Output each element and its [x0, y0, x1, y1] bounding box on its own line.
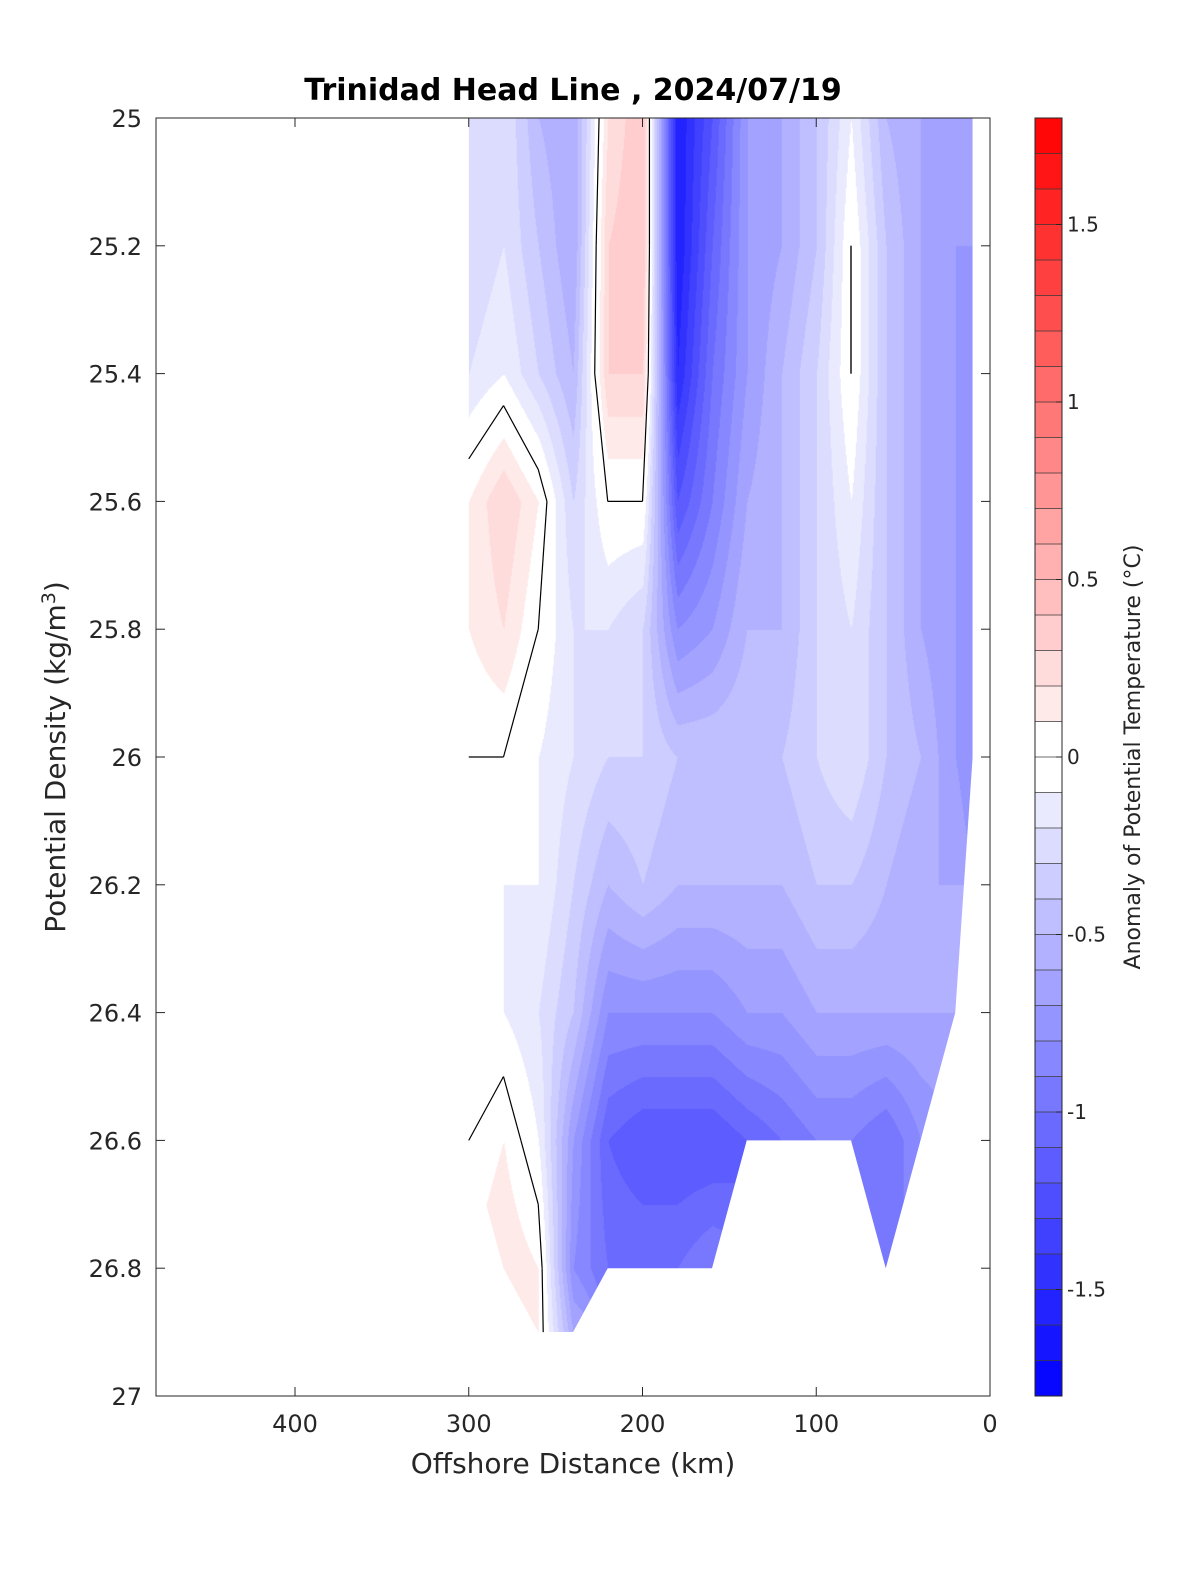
y-tick-label: 26.8: [89, 1255, 142, 1283]
colorbar-band: [1035, 934, 1062, 971]
y-tick-label: 26.4: [89, 1000, 142, 1028]
colorbar-band: [1035, 189, 1062, 225]
zero-contour-segment: [647, 245, 651, 374]
colorbar-band: [1035, 1218, 1062, 1255]
zero-contour-segment: [641, 373, 649, 502]
colorbar-band: [1035, 402, 1062, 438]
colorbar-band: [1035, 473, 1062, 509]
x-tick-label: 300: [446, 1410, 492, 1438]
x-tick-label: 200: [620, 1410, 666, 1438]
y-tick-label: 26: [111, 744, 142, 772]
zero-contour-segment: [594, 373, 609, 502]
x-tick-label: 0: [982, 1410, 997, 1438]
colorbar-band: [1035, 331, 1062, 367]
colorbar-band: [1035, 1147, 1062, 1184]
zero-contour-segment: [520, 1140, 539, 1205]
y-tick-label: 25.6: [89, 488, 142, 516]
colorbar-band: [1035, 828, 1062, 864]
colorbar-band: [1035, 757, 1062, 793]
colorbar-band: [1035, 366, 1062, 403]
y-axis-label: Potential Density (kg/m3): [38, 581, 72, 933]
y-tick-label: 26.2: [89, 872, 142, 900]
colorbar-band: [1035, 1289, 1062, 1326]
zero-contour-segment: [541, 1268, 544, 1333]
zero-contour-segment: [595, 118, 600, 246]
y-axis: 25 25.2 25.4 25.6 25.8 26 26.2 26.4 26.6 26.8 27: [89, 105, 990, 1411]
colorbar-band: [1035, 1360, 1062, 1397]
colorbar-band: [1035, 508, 1062, 545]
colorbar-band: [1035, 1254, 1062, 1290]
zero-contour-segment: [468, 405, 505, 460]
x-tick-label: 100: [793, 1410, 839, 1438]
colorbar-band: [1035, 437, 1062, 474]
y-tick-label: 27: [111, 1383, 142, 1411]
zero-contour-lines: [468, 118, 852, 1333]
colorbar-band: [1035, 1183, 1062, 1219]
zero-contour-segment: [502, 629, 539, 758]
colorbar-label: Anomaly of Potential Temperature (°C): [1121, 545, 1146, 970]
y-tick-label: 25.4: [89, 361, 142, 389]
colorbar-band: [1035, 1325, 1062, 1361]
colorbar-band: [1035, 899, 1062, 935]
zero-contour-segment: [594, 245, 597, 374]
anomaly-field: [468, 118, 973, 1332]
zero-contour-segment: [502, 405, 539, 470]
colorbar-band: [1035, 650, 1062, 687]
x-axis: 400 300 200 100 0: [272, 118, 998, 1438]
colorbar-band: [1035, 615, 1062, 651]
y-tick-label: 25.2: [89, 233, 142, 261]
zero-contour-segment: [537, 501, 548, 630]
colorbar-tick-label: 1.5: [1067, 213, 1099, 237]
y-axis-label-close: ): [39, 581, 72, 592]
colorbar-band: [1035, 544, 1062, 580]
colorbar-tick-label: -1.5: [1067, 1278, 1106, 1302]
colorbar-band: [1035, 1076, 1062, 1113]
colorbar-band: [1035, 1041, 1062, 1077]
zero-contour-segment: [502, 1076, 522, 1141]
colorbar-band: [1035, 224, 1062, 261]
colorbar-band: [1035, 118, 1062, 154]
colorbar-tick-label: 1: [1067, 390, 1080, 414]
zero-contour-segment: [537, 1204, 543, 1269]
y-axis-label-superscript: 3: [38, 592, 60, 604]
colorbar-band: [1035, 970, 1062, 1006]
colorbar-band: [1035, 260, 1062, 296]
colorbar-band: [1035, 579, 1062, 616]
colorbar-band: [1035, 153, 1062, 190]
x-tick-label: 400: [272, 1410, 318, 1438]
colorbar-band: [1035, 1005, 1062, 1042]
colorbar-band: [1035, 863, 1062, 900]
y-tick-label: 25: [111, 105, 142, 133]
zero-contour-segment: [537, 469, 548, 502]
colorbar: 1.5 1 0.5 0 -0.5 -1 -1.5: [1034, 117, 1106, 1397]
colorbar-tick-label: 0: [1067, 745, 1080, 769]
colorbar-tick-label: 0.5: [1067, 568, 1099, 592]
colorbar-tick-label: -1: [1067, 1100, 1087, 1124]
colorbar-band: [1035, 295, 1062, 332]
colorbar-band: [1035, 792, 1062, 829]
colorbar-tick-label: -0.5: [1067, 923, 1106, 947]
chart-title: Trinidad Head Line , 2024/07/19: [304, 73, 841, 108]
y-axis-label-main: Potential Density (kg/m: [39, 604, 72, 933]
colorbar-band: [1035, 721, 1062, 758]
colorbar-band: [1035, 686, 1062, 722]
y-tick-label: 25.8: [89, 616, 142, 644]
x-axis-label: Offshore Distance (km): [411, 1447, 736, 1480]
zero-contour-segment: [468, 1076, 505, 1141]
colorbar-band: [1035, 1112, 1062, 1148]
y-tick-label: 26.6: [89, 1127, 142, 1155]
anomaly-field-raster: [468, 118, 973, 1332]
